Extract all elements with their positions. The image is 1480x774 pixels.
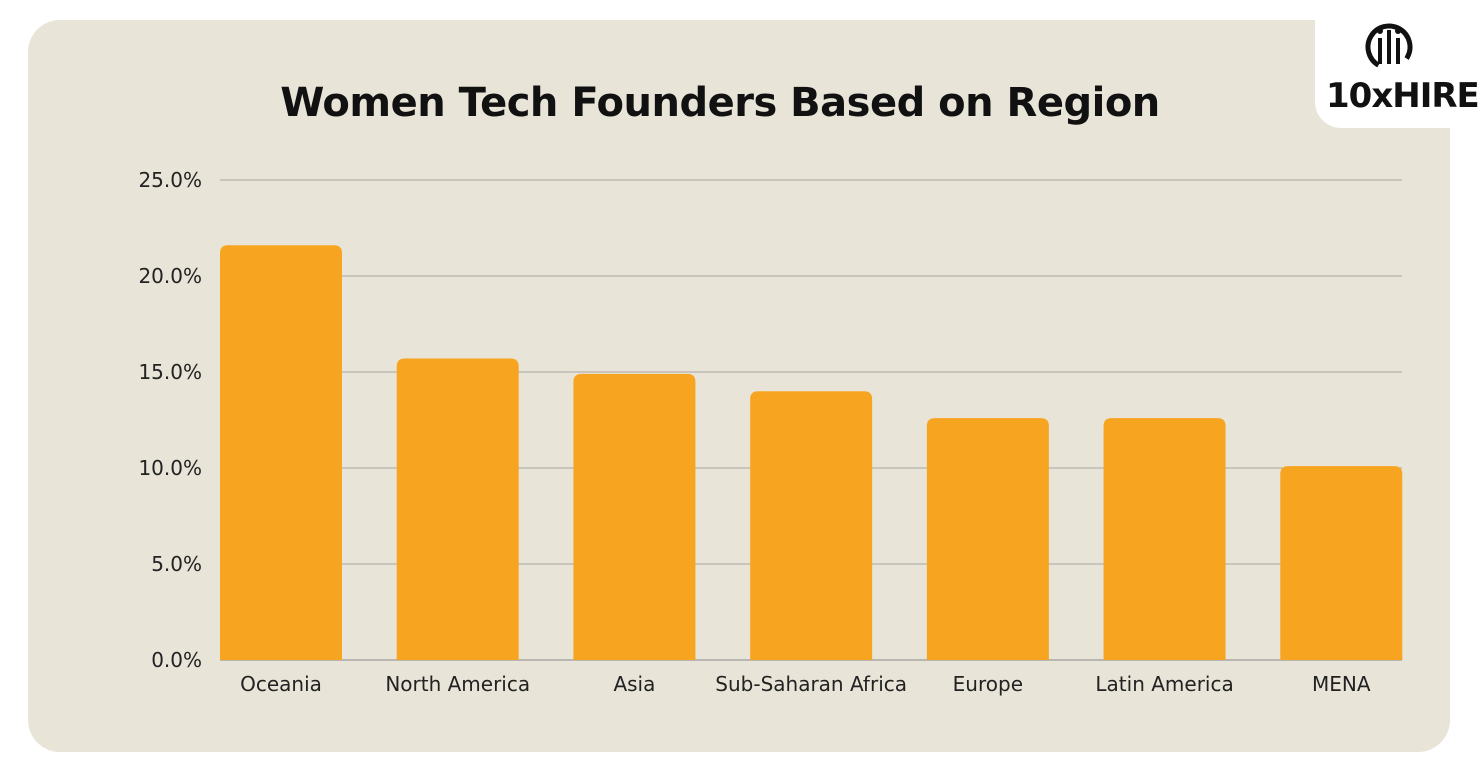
- bar-oceania: [220, 245, 342, 660]
- y-tick-label: 20.0%: [138, 264, 202, 288]
- y-tick-label: 15.0%: [138, 360, 202, 384]
- logo-icon: [1365, 23, 1413, 71]
- logo-text: 10xHIRE: [1326, 76, 1480, 116]
- logo: [1315, 0, 1480, 128]
- bar-mena: [1280, 466, 1403, 660]
- x-tick-label: North America: [385, 672, 530, 696]
- bar-sub-saharan-africa: [750, 391, 873, 660]
- chart-title: Women Tech Founders Based on Region: [280, 80, 1160, 126]
- x-tick-label: Europe: [953, 672, 1023, 696]
- x-tick-label: Asia: [613, 672, 655, 696]
- x-tick-label: Latin America: [1095, 672, 1233, 696]
- bar-asia: [573, 373, 696, 660]
- y-tick-label: 25.0%: [138, 168, 202, 192]
- y-tick-label: 5.0%: [151, 552, 202, 576]
- bar-north-america: [396, 358, 519, 660]
- bar-latin-america: [1103, 418, 1226, 660]
- bar-europe: [926, 418, 1049, 660]
- x-tick-label: Oceania: [240, 672, 322, 696]
- x-tick-label: Sub-Saharan Africa: [715, 672, 907, 696]
- y-tick-label: 10.0%: [138, 456, 202, 480]
- y-tick-label: 0.0%: [151, 648, 202, 672]
- x-tick-label: MENA: [1312, 672, 1371, 696]
